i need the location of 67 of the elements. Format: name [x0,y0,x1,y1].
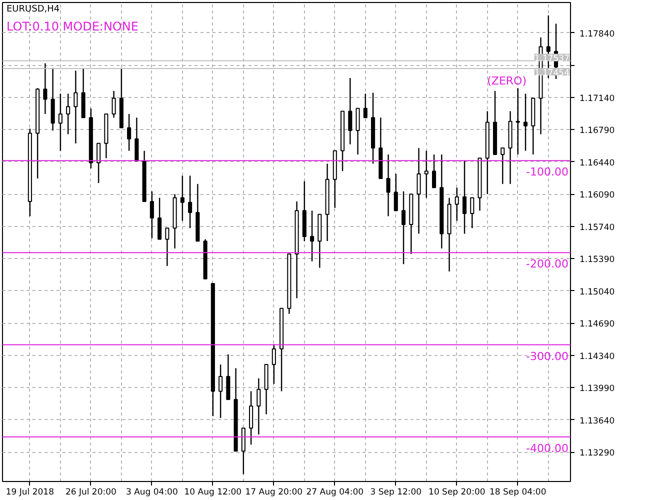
candlestick [165,228,170,267]
annotation: -100.00 [526,166,569,179]
candlestick [96,142,101,184]
candlestick [402,190,406,265]
candlestick [50,67,55,132]
candlestick [310,210,314,262]
ref-line-label: 1.17537 [534,54,570,64]
candlestick [348,77,352,145]
candlestick [256,378,261,436]
x-tick-label: 26 Jul 20:00 [65,488,116,498]
y-tick-label: 1.17840 [580,29,615,40]
candlestick [226,354,230,400]
candlestick [74,70,78,144]
candlestick [523,93,528,152]
candlestick [272,344,276,384]
x-tick-label: 3 Sep 12:00 [370,488,422,498]
x-tick-label: 19 Jul 2018 [6,488,54,498]
ref-line-label: 1.17454 [534,68,570,78]
y-tick-label: 1.17140 [580,94,615,104]
text: LOT:0.10 MODE:NONE [6,20,138,34]
chart-title: EURUSD,H4 [6,4,60,14]
y-tick-label: 1.15040 [580,287,615,298]
candlestick [462,160,467,234]
candlestick [416,147,421,234]
candlestick [150,190,154,239]
annotation: -200.00 [526,258,569,271]
annotation: (ZERO) [487,74,527,88]
y-tick-label: 1.15740 [580,222,615,233]
y-tick-label: 1.13990 [580,384,615,394]
x-tick-label: 10 Sep 20:00 [428,488,486,498]
candlestick [356,108,360,156]
y-tick-label: 1.14690 [580,320,615,330]
candlestick [470,197,474,229]
candlestick [386,154,390,217]
candlestick [66,93,70,135]
candlestick [134,117,139,162]
candlestick [424,150,428,198]
candlestick [454,187,459,222]
candlestick [394,173,398,212]
candlestick [218,364,223,419]
y-tick-label: 1.16790 [580,126,615,136]
candlestick [500,147,505,185]
y-tick-label: 1.16440 [580,158,615,168]
candlestick [180,175,184,222]
candlestick [158,197,162,240]
candlestick [188,175,192,229]
y-tick-label: 1.13640 [580,416,615,426]
candlestick [112,90,116,118]
x-tick-label: 3 Aug 04:00 [126,488,178,498]
candlestick [43,62,48,115]
x-tick-label: 27 Aug 04:00 [306,488,364,498]
annotation: -400.00 [526,442,569,455]
candlestick [432,154,436,188]
candlestick [241,427,246,475]
candlestick [363,93,368,118]
candlestick [58,93,62,152]
candlestick [249,390,254,446]
y-tick-label: 1.15390 [580,255,615,266]
x-tick-label: 10 Aug 12:00 [184,488,242,498]
candlestick [516,88,520,156]
x-tick-label: 18 Sep 04:00 [490,488,546,498]
y-tick-label: 1.14340 [580,352,615,362]
annotation: -300.00 [526,350,569,363]
y-tick-label: 1.13290 [580,448,615,459]
x-tick-label: 17 Aug 20:00 [245,488,303,498]
candlestick [127,113,132,152]
y-tick-label: 1.16090 [580,190,615,201]
